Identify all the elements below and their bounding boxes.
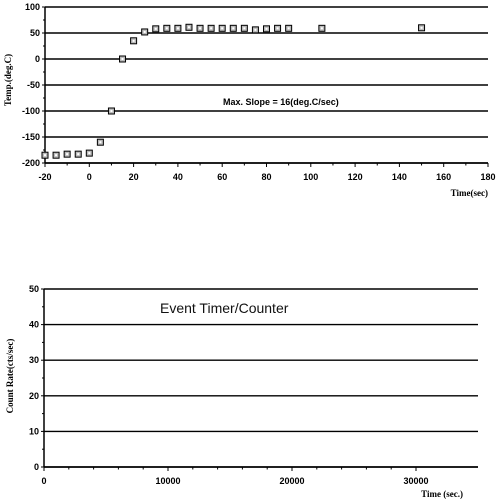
c1-data-point xyxy=(41,151,49,159)
c1-y-tick-label: -50 xyxy=(27,80,40,90)
c2-y-tick-label: 20 xyxy=(29,391,39,401)
c1-x-tick-label: 160 xyxy=(436,172,451,182)
c2-axes xyxy=(41,288,478,471)
c1-data-point xyxy=(207,24,215,32)
c1-x-tick-label: 140 xyxy=(392,172,407,182)
c1-y-axis-label: Temp.(deg.C) xyxy=(3,54,13,106)
c1-data-point xyxy=(263,25,270,33)
c1-annotation: Max. Slope = 16(deg.C/sec) xyxy=(223,97,339,107)
c1-y-tick-label: -100 xyxy=(22,106,40,116)
c2-x-tick-label: 0 xyxy=(41,476,46,486)
c1-x-tick-label: 120 xyxy=(348,172,363,182)
c1-data-point xyxy=(240,24,248,32)
c1-data-points xyxy=(41,23,426,159)
c1-data-point xyxy=(163,24,171,32)
c2-x-tick-labels: 0 10000 20000 30000 xyxy=(41,476,428,486)
c2-y-tick-label: 50 xyxy=(29,284,39,294)
c1-x-tick-label: 60 xyxy=(217,172,227,182)
c2-x-axis-label: Time (sec.) xyxy=(421,489,463,499)
c1-y-tick-label: 0 xyxy=(35,54,40,64)
c1-x-tick-label: 20 xyxy=(129,172,139,182)
c2-y-tick-label: 30 xyxy=(29,355,39,365)
c1-data-point xyxy=(52,151,60,159)
c1-x-tick-labels: -20 0 20 40 60 80 100 120 140 160 180 xyxy=(38,172,495,182)
c1-data-point xyxy=(218,24,226,32)
c1-x-axis-label: Time(sec) xyxy=(451,188,488,198)
c2-y-tick-labels: 50 40 30 20 10 0 xyxy=(29,284,39,472)
c1-data-point xyxy=(63,150,71,158)
c1-data-point xyxy=(152,25,160,33)
c1-x-tick-label: 80 xyxy=(261,172,271,182)
c2-x-tick-label: 30000 xyxy=(403,476,428,486)
c1-y-tick-label: 100 xyxy=(25,2,40,12)
c1-data-point xyxy=(185,23,193,31)
c1-data-point xyxy=(96,138,104,146)
c1-data-point xyxy=(141,28,149,36)
c1-y-tick-label: -200 xyxy=(22,158,40,168)
count-rate-chart: 50 40 30 20 10 0 0 10000 20000 30000 Count Rate(… xyxy=(5,284,478,499)
c1-data-point xyxy=(196,24,204,32)
c1-data-point xyxy=(418,24,426,32)
c1-data-point xyxy=(107,107,115,115)
c1-data-point xyxy=(130,37,138,45)
c1-data-point xyxy=(74,150,82,158)
c1-x-tick-label: 180 xyxy=(480,172,495,182)
c1-y-tick-label: 50 xyxy=(30,28,40,38)
c2-y-axis-label: Count Rate(cts/sec) xyxy=(5,339,15,414)
c1-x-tick-label: 0 xyxy=(87,172,92,182)
c1-x-tick-label: 100 xyxy=(303,172,318,182)
c1-axes xyxy=(42,6,489,167)
c2-y-tick-label: 10 xyxy=(29,426,39,436)
c1-data-point xyxy=(229,24,237,32)
c2-y-tick-label: 40 xyxy=(29,320,39,330)
c1-data-point xyxy=(318,24,326,32)
c1-data-point xyxy=(274,24,282,32)
c1-data-point xyxy=(251,26,259,34)
c1-y-tick-labels: 100 50 0 -50 -100 -150 -200 xyxy=(22,2,40,168)
c2-y-tick-label: 0 xyxy=(34,462,39,472)
c2-x-tick-label: 10000 xyxy=(155,476,180,486)
c1-data-point xyxy=(285,24,293,32)
c1-data-point xyxy=(119,55,127,63)
c1-y-tick-label: -150 xyxy=(22,132,40,142)
c1-x-tick-label: -20 xyxy=(38,172,51,182)
c1-data-point xyxy=(85,149,93,157)
c2-annotation: Event Timer/Counter xyxy=(160,300,289,316)
c2-x-tick-label: 20000 xyxy=(279,476,304,486)
c1-data-point xyxy=(174,24,182,32)
c1-x-tick-label: 40 xyxy=(173,172,183,182)
